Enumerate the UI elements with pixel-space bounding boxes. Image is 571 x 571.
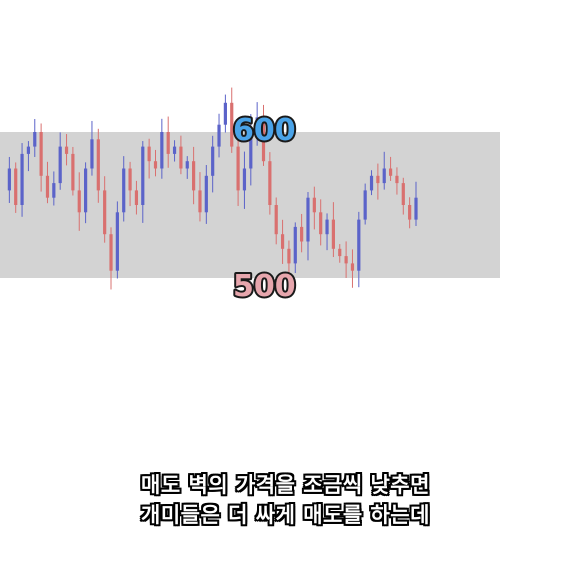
candle-body [115, 212, 119, 271]
candle-body [325, 219, 329, 235]
candle-body [306, 197, 310, 242]
candle-body [369, 175, 374, 191]
candle-body [103, 190, 107, 235]
candle-body [287, 248, 291, 264]
candle-body [230, 102, 234, 147]
candle-body [401, 183, 405, 205]
candle-body [236, 146, 240, 191]
candle-body [26, 146, 31, 154]
candle-body [7, 168, 11, 191]
candle-body [414, 197, 418, 220]
candle-body [153, 161, 158, 169]
candle-body [109, 234, 113, 271]
candle-body [77, 190, 81, 213]
candle-body [255, 117, 259, 132]
candle-body [312, 197, 316, 213]
candle-body [395, 175, 399, 184]
candle-body [64, 146, 69, 154]
candle-body [211, 146, 215, 176]
candle-body [388, 168, 393, 176]
candle-body [357, 219, 361, 271]
candle-body [350, 263, 355, 271]
candlestick-series [7, 87, 418, 290]
candle-body [122, 168, 126, 213]
caption-line-2: 개미들은 더 싸게 매도를 하는데 [141, 503, 430, 527]
caption-line-1: 매도 벽의 가격을 조금씩 낮추면 [141, 473, 430, 497]
candle-body [376, 175, 380, 184]
candle-body [261, 117, 266, 162]
candle-body [45, 175, 50, 198]
candle-body [84, 168, 88, 213]
candle-body [58, 146, 62, 184]
candle-body [382, 168, 386, 184]
candle-body [280, 234, 285, 249]
candle-body [39, 132, 43, 176]
candle-body [147, 146, 151, 162]
candle-body [141, 146, 145, 205]
candle-body [408, 205, 412, 220]
candle-body [223, 102, 227, 125]
candle-body [331, 219, 335, 249]
level-label-600: 600 [233, 113, 296, 148]
candle-body [319, 212, 323, 235]
candle-body [274, 205, 278, 235]
candle-body [338, 248, 342, 257]
candle-body [160, 132, 164, 169]
candle-body [268, 161, 272, 205]
candle-body [20, 153, 24, 205]
candle-body [217, 124, 221, 147]
candle-body [134, 190, 139, 205]
candle-body [172, 146, 177, 154]
candle-body [363, 190, 367, 220]
candle-body [249, 132, 253, 169]
candle-body [52, 183, 56, 198]
subtitle-caption: 매도 벽의 가격을 조금씩 낮추면 개미들은 더 싸게 매도를 하는데 [0, 470, 571, 530]
candle-body [344, 256, 348, 264]
candle-body [293, 226, 297, 264]
candle-body [128, 168, 132, 191]
candle-body [166, 132, 170, 154]
candle-body [204, 175, 208, 213]
candle-body [14, 168, 18, 205]
candle-body [71, 153, 75, 191]
level-label-500: 500 [233, 269, 296, 304]
candle-body [185, 161, 189, 169]
candle-body [96, 139, 100, 191]
candle-body [33, 132, 37, 147]
candle-body [179, 146, 183, 169]
candle-body [242, 168, 247, 191]
candle-body [300, 226, 304, 242]
candle-body [90, 139, 94, 169]
candle-body [198, 190, 202, 213]
candle-body [192, 161, 196, 191]
